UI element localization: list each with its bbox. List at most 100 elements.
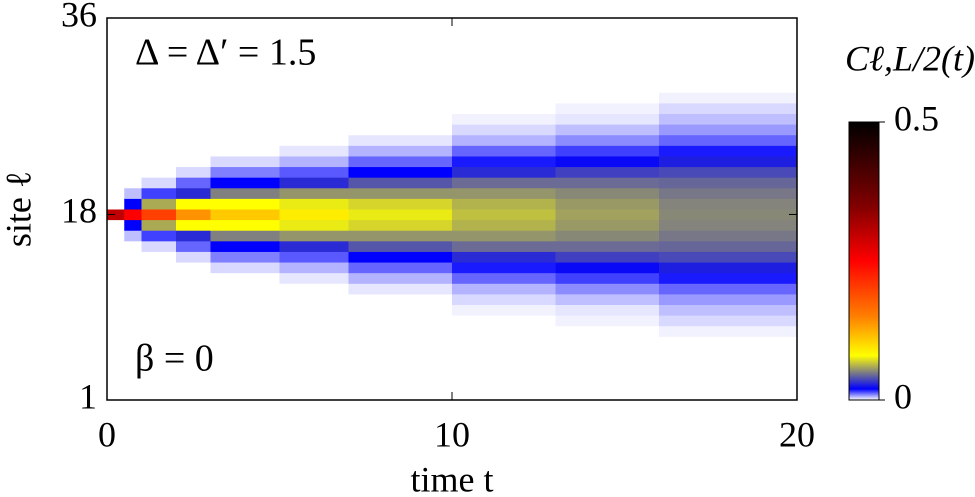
heatmap-cell — [141, 272, 177, 284]
annotation: β = 0 — [135, 338, 214, 380]
heatmap-cell — [210, 378, 280, 390]
heatmap-cell — [659, 81, 798, 93]
heatmap-cell — [279, 304, 349, 316]
heatmap-cell — [555, 262, 660, 274]
heatmap-cell — [141, 71, 177, 83]
heatmap-cell — [555, 272, 660, 284]
heatmap-cell — [107, 336, 125, 348]
heatmap-cell — [555, 81, 660, 93]
heatmap-cell — [659, 378, 798, 390]
heatmap-cell — [452, 251, 556, 263]
heatmap-cell — [555, 155, 660, 168]
heatmap-cell — [659, 113, 798, 125]
heatmap-cell — [659, 71, 798, 83]
heatmap-cell — [452, 315, 556, 327]
x-tick-label: 20 — [779, 414, 815, 454]
heatmap-cell — [659, 262, 798, 274]
heatmap-cell — [555, 18, 660, 30]
heatmap-cell — [141, 315, 177, 327]
heatmap-cell — [348, 124, 453, 136]
heatmap-cell — [176, 166, 211, 178]
heatmap-cell — [659, 251, 798, 263]
heatmap-cell — [176, 293, 211, 305]
heatmap-cell — [555, 166, 660, 178]
heatmap-cell — [279, 219, 349, 231]
heatmap-cell — [176, 113, 211, 125]
heatmap-cell — [555, 187, 660, 199]
heatmap-cell — [107, 18, 125, 30]
heatmap-cell — [124, 134, 142, 146]
heatmap-cell — [141, 368, 177, 380]
heatmap-cell — [141, 60, 177, 72]
heatmap-cell — [210, 283, 280, 295]
heatmap-cell — [279, 315, 349, 327]
heatmap-cell — [107, 28, 125, 40]
heatmap-cell — [452, 39, 556, 51]
heatmap-cell — [176, 145, 211, 157]
heatmap-cell — [659, 145, 798, 157]
heatmap-cell — [107, 346, 125, 359]
heatmap-cell — [555, 39, 660, 51]
heatmap-cell — [124, 293, 142, 305]
heatmap-cell — [659, 219, 798, 231]
heatmap-cell — [348, 230, 453, 242]
heatmap-cell — [348, 102, 453, 114]
heatmap-cell — [124, 325, 142, 337]
heatmap-cell — [107, 177, 125, 189]
heatmap-cell — [210, 177, 280, 189]
heatmap-cell — [176, 187, 211, 199]
heatmap-cell — [659, 240, 798, 252]
heatmap-cell — [107, 187, 125, 199]
heatmap-cell — [279, 155, 349, 168]
heatmap-cell — [141, 357, 177, 369]
heatmap-cell — [555, 177, 660, 189]
heatmap-cell — [279, 71, 349, 83]
heatmap-cell — [452, 49, 556, 61]
heatmap-cell — [279, 389, 349, 401]
heatmap-cell — [210, 368, 280, 380]
heatmap-cell — [107, 251, 125, 263]
heatmap-cell — [452, 346, 556, 359]
heatmap-cell — [659, 49, 798, 61]
heatmap-cell — [452, 378, 556, 390]
heatmap-cell — [348, 134, 453, 146]
heatmap-cell — [279, 283, 349, 295]
heatmap-cell — [141, 336, 177, 348]
heatmap-cell — [210, 198, 280, 210]
heatmap-cell — [176, 102, 211, 114]
heatmap-cell — [659, 124, 798, 136]
heatmap-cell — [452, 134, 556, 146]
heatmap-cell — [107, 219, 125, 231]
heatmap-cell — [452, 177, 556, 189]
heatmap-cell — [555, 28, 660, 40]
heatmap-cell — [279, 18, 349, 30]
heatmap-cell — [452, 389, 556, 401]
heatmap-cell — [124, 272, 142, 284]
heatmap-cell — [141, 219, 177, 231]
heatmap-cell — [176, 389, 211, 401]
heatmap-cell — [176, 39, 211, 51]
heatmap-cell — [107, 39, 125, 51]
heatmap-cell — [659, 198, 798, 210]
heatmap-cell — [141, 102, 177, 114]
heatmap-cell — [107, 60, 125, 72]
heatmap-cell — [659, 177, 798, 189]
heatmap-cell — [210, 230, 280, 242]
heatmap-cell — [210, 60, 280, 72]
heatmap-cell — [279, 28, 349, 40]
heatmap-cell — [141, 389, 177, 401]
heatmap-cell — [348, 262, 453, 274]
heatmap-cell — [452, 209, 556, 221]
heatmap-cell — [141, 293, 177, 305]
heatmap-cell — [452, 325, 556, 337]
heatmap-cell — [176, 325, 211, 337]
heatmap-cell — [555, 304, 660, 316]
heatmap-cell — [141, 92, 177, 104]
heatmap-cell — [210, 39, 280, 51]
heatmap-cell — [124, 71, 142, 83]
heatmap-cell — [124, 113, 142, 125]
heatmap-cell — [141, 283, 177, 295]
heatmap-cell — [659, 272, 798, 284]
heatmap-cell — [176, 18, 211, 30]
heatmap-cell — [279, 145, 349, 157]
